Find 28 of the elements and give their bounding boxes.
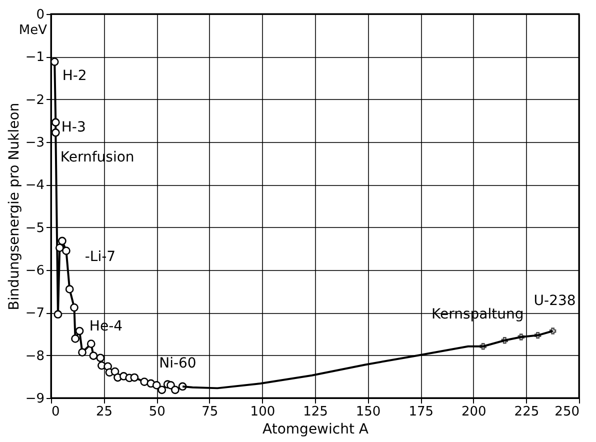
y-tick-label: −1 bbox=[25, 50, 44, 66]
x-tick-label: 75 bbox=[202, 404, 218, 420]
annotation: U-238 bbox=[534, 293, 576, 310]
x-tick-label: 100 bbox=[250, 404, 276, 420]
annotation: H-3 bbox=[61, 119, 86, 136]
x-tick-label: 25 bbox=[96, 404, 113, 420]
y-tick-label: −2 bbox=[25, 92, 44, 108]
annotation: H-2 bbox=[62, 68, 87, 84]
x-tick-label: 50 bbox=[148, 404, 166, 420]
x-tick-label: 200 bbox=[461, 404, 486, 420]
y-tick-label: −9 bbox=[25, 392, 44, 406]
y-axis-title: Bindungsenergie pro Nukleon bbox=[6, 102, 22, 310]
x-axis-title: Atomgewicht A bbox=[262, 422, 369, 438]
x-tick-label: 150 bbox=[356, 404, 381, 420]
annotation: Ni-60 bbox=[159, 355, 196, 372]
x-tick-label: 250 bbox=[554, 404, 580, 420]
y-tick-label: 0 bbox=[36, 8, 44, 22]
text: MeV bbox=[18, 23, 48, 38]
x-tick-label: 225 bbox=[514, 404, 540, 420]
y-tick-label: −3 bbox=[25, 136, 44, 150]
y-tick-label: −7 bbox=[25, 306, 44, 322]
y-tick-label: −4 bbox=[25, 178, 44, 194]
y-tick-label: −8 bbox=[25, 348, 44, 364]
x-tick-label: 175 bbox=[408, 404, 434, 420]
x-tick-label: 0 bbox=[52, 404, 60, 420]
y-tick-label: −6 bbox=[25, 264, 44, 278]
x-tick-label: 125 bbox=[303, 404, 328, 420]
y-tick-label: −5 bbox=[25, 220, 44, 236]
